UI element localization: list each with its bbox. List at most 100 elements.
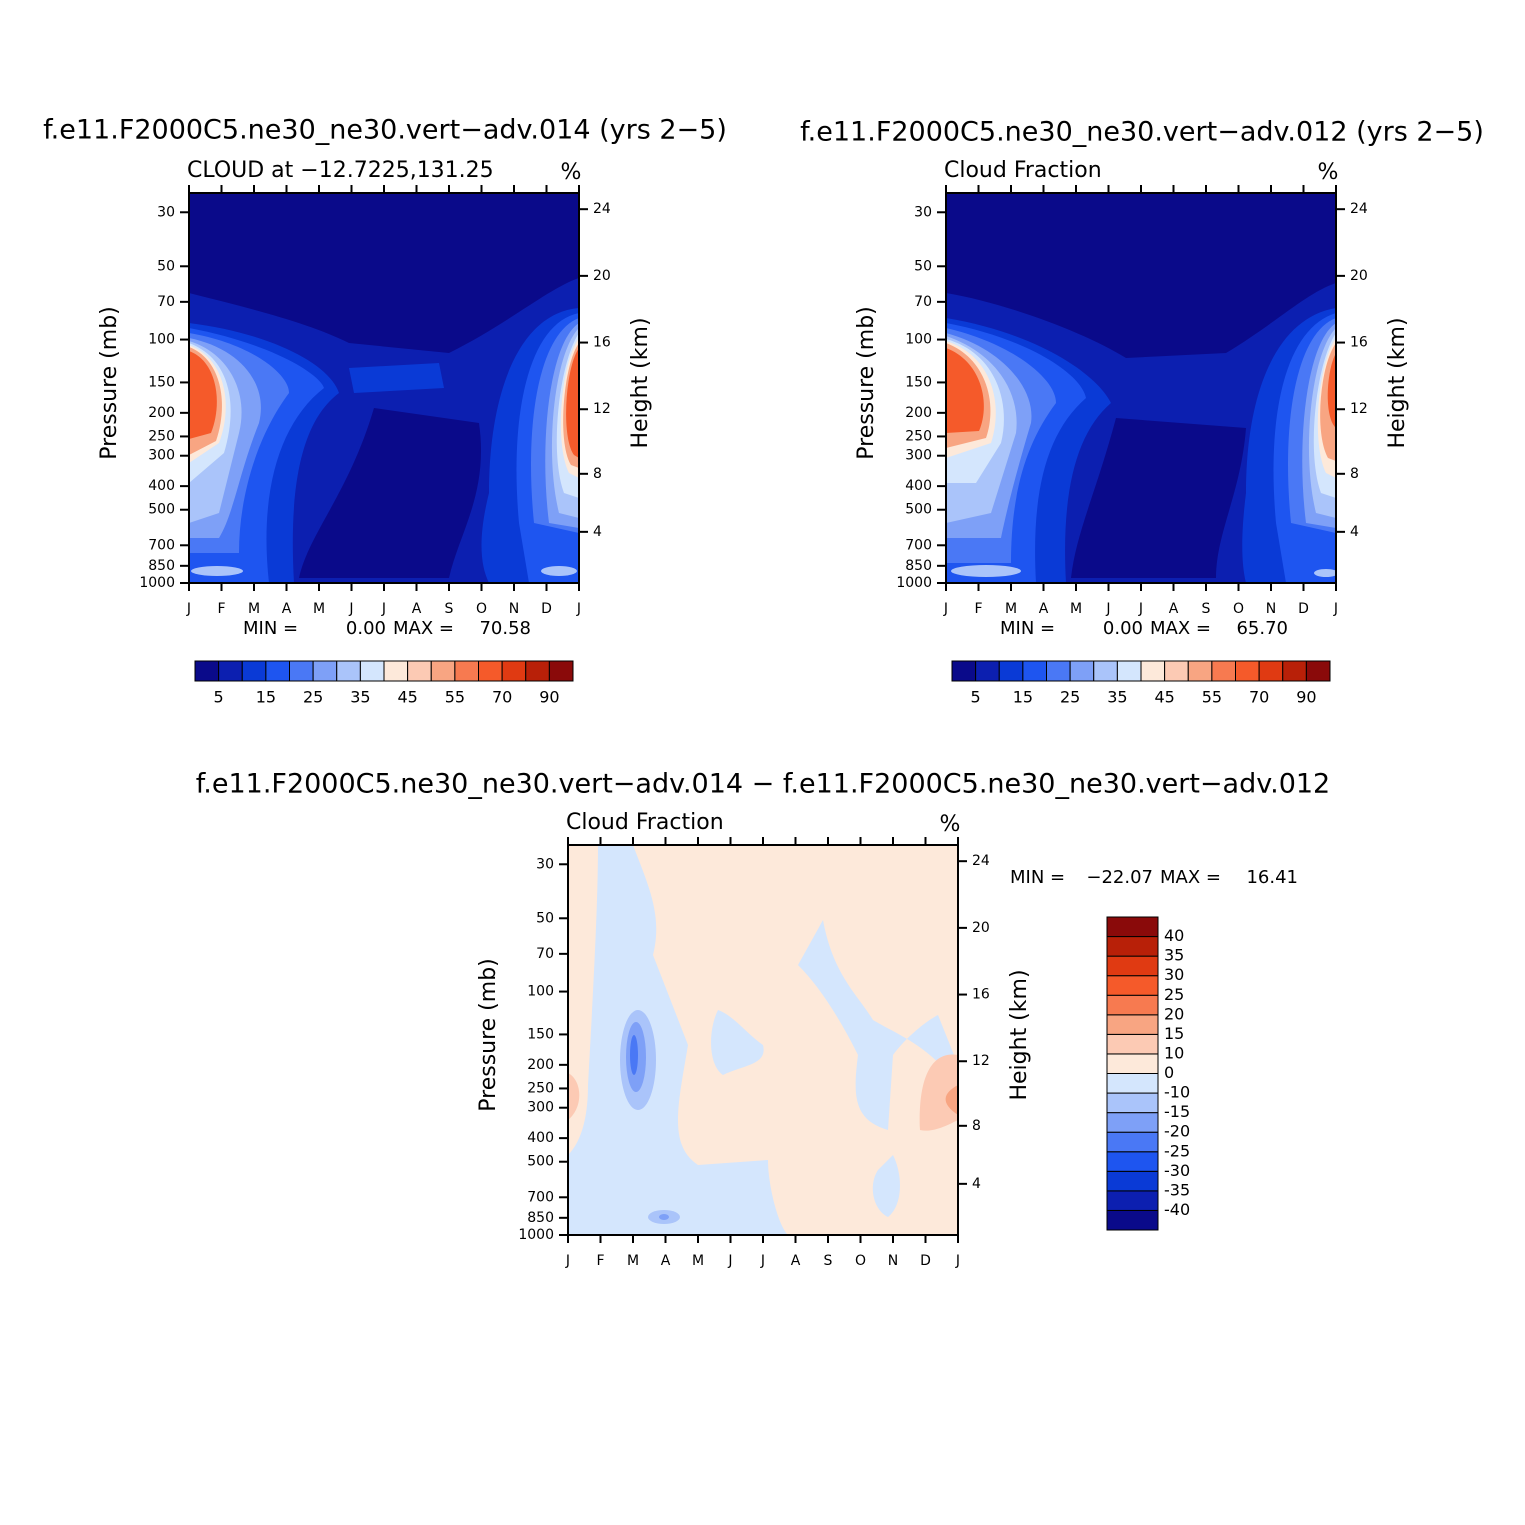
stat-name: MAX = bbox=[1150, 618, 1211, 639]
y-tick-label: 30 bbox=[536, 856, 554, 872]
y-tick-label: 100 bbox=[905, 332, 932, 348]
y-tick-label: 150 bbox=[905, 374, 932, 390]
colorbar-box bbox=[1140, 660, 1166, 682]
colorbar-box bbox=[1106, 916, 1159, 938]
colorbar-label: -25 bbox=[1164, 1141, 1190, 1160]
x-tick-label: J bbox=[381, 601, 386, 617]
panel-title: f.e11.F2000C5.ne30_ne30.vert−adv.014 (yr… bbox=[43, 115, 727, 146]
x-tick-label: A bbox=[1039, 601, 1049, 617]
y2-tick-label: 20 bbox=[593, 268, 611, 284]
colorbar-box bbox=[1106, 1151, 1159, 1172]
y-tick-label: 1000 bbox=[518, 1227, 554, 1243]
colorbar-box bbox=[1046, 660, 1071, 682]
panel-title: f.e11.F2000C5.ne30_ne30.vert−adv.014 − f… bbox=[196, 769, 1331, 800]
colorbar-label: -10 bbox=[1164, 1083, 1190, 1102]
colorbar-box bbox=[194, 660, 220, 682]
colorbar-label: 35 bbox=[1107, 688, 1127, 707]
colorbar-box bbox=[1106, 1131, 1159, 1153]
x-tick-label: J bbox=[955, 1253, 960, 1269]
y-axis-label: Pressure (mb) bbox=[854, 306, 879, 460]
colorbar-label: 45 bbox=[397, 688, 417, 707]
x-tick-label: D bbox=[920, 1253, 931, 1269]
y2-axis-label: Height (km) bbox=[1385, 317, 1410, 448]
x-tick-label: J bbox=[727, 1253, 732, 1269]
colorbar-box bbox=[218, 660, 243, 682]
y-tick-label: 300 bbox=[148, 448, 175, 464]
x-tick-label: A bbox=[282, 601, 292, 617]
colorbar-box bbox=[336, 660, 361, 682]
colorbar-label: -40 bbox=[1164, 1200, 1190, 1219]
x-tick-label: J bbox=[348, 601, 353, 617]
x-tick-label: M bbox=[627, 1253, 639, 1269]
colorbar-label: 10 bbox=[1164, 1043, 1184, 1062]
x-tick-label: F bbox=[974, 601, 982, 617]
y2-tick-label: 16 bbox=[593, 335, 611, 351]
contour-field bbox=[946, 193, 1336, 583]
contour-field bbox=[189, 193, 579, 583]
colorbar-box bbox=[241, 660, 267, 682]
y-tick-label: 500 bbox=[527, 1154, 554, 1170]
x-tick-label: J bbox=[1105, 601, 1110, 617]
y2-axis-label: Height (km) bbox=[628, 317, 653, 448]
stat-name: MIN = bbox=[1010, 867, 1065, 888]
colorbar-box bbox=[1164, 660, 1189, 682]
y2-tick-label: 8 bbox=[1350, 466, 1359, 482]
colorbar-box bbox=[1106, 1190, 1159, 1211]
y2-tick-label: 24 bbox=[1350, 201, 1368, 217]
x-tick-label: J bbox=[760, 1253, 765, 1269]
y-tick-label: 50 bbox=[536, 910, 554, 926]
colorbar-label: 55 bbox=[445, 688, 465, 707]
colorbar-box bbox=[1235, 660, 1260, 682]
stat-value: 0.00 bbox=[346, 618, 386, 639]
x-tick-label: O bbox=[1233, 601, 1244, 617]
y2-axis-label: Height (km) bbox=[1007, 969, 1032, 1100]
x-tick-label: J bbox=[186, 601, 191, 617]
colorbar-box bbox=[951, 660, 977, 682]
x-tick-label: D bbox=[541, 601, 552, 617]
x-tick-label: S bbox=[445, 601, 454, 617]
colorbar-label: 25 bbox=[1060, 688, 1080, 707]
colorbar-box bbox=[1106, 1033, 1159, 1055]
y2-tick-label: 16 bbox=[1350, 335, 1368, 351]
y-tick-label: 500 bbox=[905, 502, 932, 518]
colorbar-box bbox=[265, 660, 290, 682]
x-tick-label: F bbox=[596, 1253, 604, 1269]
y-tick-label: 700 bbox=[905, 537, 932, 553]
x-tick-label: O bbox=[855, 1253, 866, 1269]
stat-value: 0.00 bbox=[1103, 618, 1143, 639]
colorbar-box bbox=[1305, 660, 1331, 682]
x-tick-label: N bbox=[888, 1253, 898, 1269]
y-axis-label: Pressure (mb) bbox=[97, 306, 122, 460]
x-tick-label: J bbox=[565, 1253, 570, 1269]
x-tick-label: M bbox=[313, 601, 325, 617]
y-tick-label: 700 bbox=[527, 1189, 554, 1205]
colorbar-label: 70 bbox=[1249, 688, 1269, 707]
y-tick-label: 70 bbox=[536, 946, 554, 962]
panel-title: f.e11.F2000C5.ne30_ne30.vert−adv.012 (yr… bbox=[800, 117, 1484, 148]
y-tick-label: 700 bbox=[148, 537, 175, 553]
x-tick-label: O bbox=[476, 601, 487, 617]
y-tick-label: 400 bbox=[905, 478, 932, 494]
stat-value: 70.58 bbox=[479, 618, 531, 639]
y-tick-label: 100 bbox=[527, 984, 554, 1000]
stat-value: 16.41 bbox=[1246, 867, 1298, 888]
colorbar-box bbox=[1106, 994, 1159, 1016]
colorbar-label: 90 bbox=[1296, 688, 1316, 707]
colorbar-box bbox=[1106, 1053, 1159, 1074]
colorbar-label: 25 bbox=[303, 688, 323, 707]
y2-tick-label: 12 bbox=[972, 1053, 990, 1069]
x-tick-label: A bbox=[1169, 601, 1179, 617]
panel-subtitle: Cloud Fraction bbox=[566, 810, 724, 835]
colorbar-box bbox=[501, 660, 527, 682]
x-tick-label: M bbox=[1070, 601, 1082, 617]
y-tick-label: 300 bbox=[905, 448, 932, 464]
x-tick-label: M bbox=[248, 601, 260, 617]
y-tick-label: 1000 bbox=[139, 575, 175, 591]
y-axis-label: Pressure (mb) bbox=[476, 958, 501, 1112]
y-tick-label: 400 bbox=[148, 478, 175, 494]
colorbar-box bbox=[1106, 1170, 1159, 1192]
colorbar-label: -35 bbox=[1164, 1180, 1190, 1199]
y-tick-label: 850 bbox=[905, 558, 932, 574]
x-tick-label: A bbox=[791, 1253, 801, 1269]
